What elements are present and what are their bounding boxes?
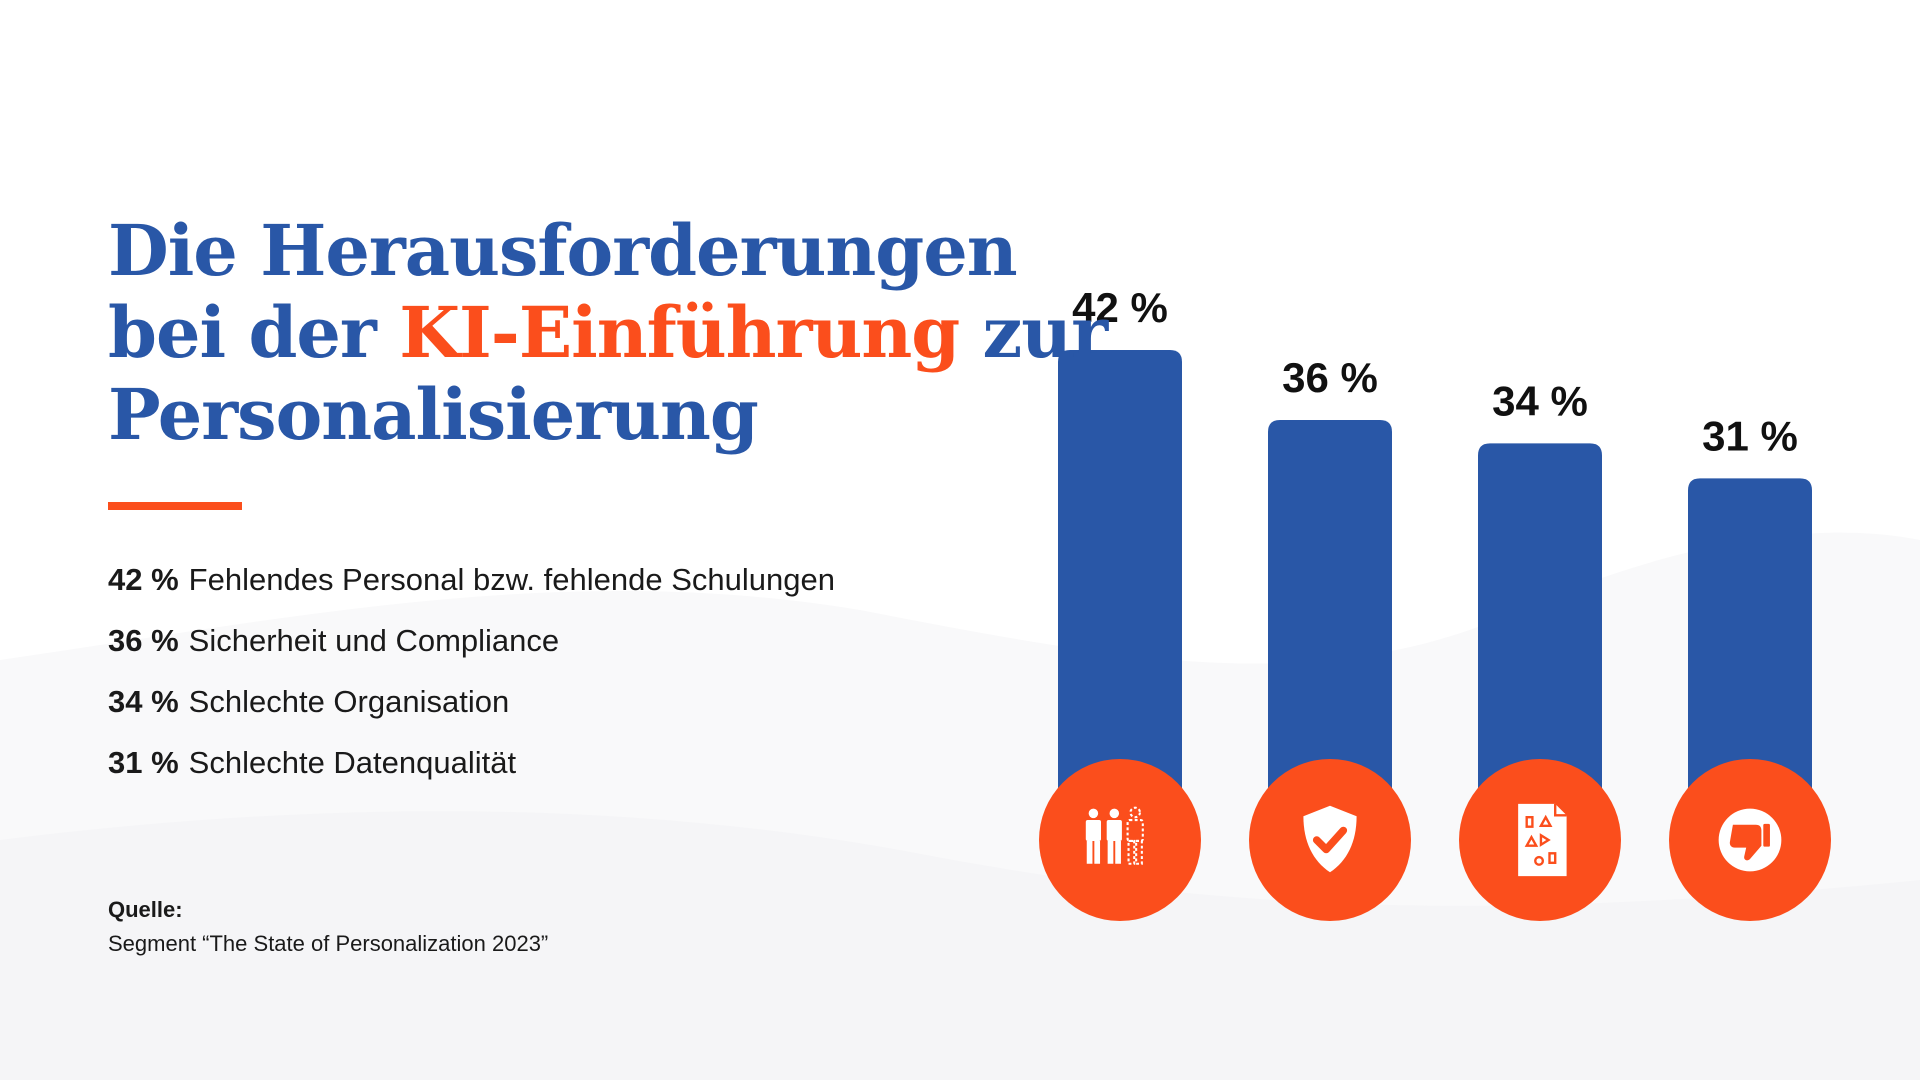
source-text: Segment “The State of Personalization 20… (108, 931, 549, 956)
list-item-text: Schlechte Datenqualität (188, 745, 517, 780)
bar-4 (1688, 478, 1812, 840)
title-divider (108, 502, 242, 510)
list-item-percent: 36 % (108, 623, 179, 658)
list-item: 34 % Schlechte Organisation (108, 678, 835, 739)
list-item-text: Fehlendes Personal bzw. fehlende Schulun… (188, 562, 835, 597)
list-item-text: Sicherheit und Compliance (188, 623, 560, 658)
bar-value-label: 34 % (1492, 377, 1588, 424)
bar-value-label: 42 % (1072, 284, 1168, 331)
scattered-shapes-document-icon (1516, 802, 1568, 878)
challenge-list: 42 % Fehlendes Personal bzw. fehlende Sch… (108, 556, 835, 800)
bar-value-label: 31 % (1702, 412, 1798, 459)
bar-value-label: 36 % (1282, 354, 1378, 401)
list-item: 36 % Sicherheit und Compliance (108, 617, 835, 678)
title-line-1: Die Herausforderungen (108, 209, 1018, 292)
source-note: Quelle: Segment “The State of Personaliz… (108, 893, 548, 961)
bar-2 (1268, 420, 1392, 840)
list-item-percent: 31 % (108, 745, 179, 780)
page-title: Die Herausforderungen bei der KI-Einführ… (108, 209, 1108, 456)
title-line-3: Personalisierung (108, 373, 759, 456)
title-line-2: bei der KI-Einführung zur (108, 291, 1108, 374)
title-part: bei der (108, 291, 400, 374)
bar-1 (1058, 350, 1182, 840)
bar-3 (1478, 443, 1602, 840)
source-label: Quelle: (108, 897, 183, 922)
list-item: 42 % Fehlendes Personal bzw. fehlende Sch… (108, 556, 835, 617)
list-item: 31 % Schlechte Datenqualität (108, 739, 835, 800)
title-accent: KI-Einführung (399, 291, 960, 374)
list-item-percent: 42 % (108, 562, 179, 597)
title-part: zur (959, 291, 1109, 374)
thumbs-down-icon (1718, 808, 1782, 872)
list-item-percent: 34 % (108, 684, 179, 719)
list-item-text: Schlechte Organisation (188, 684, 510, 719)
